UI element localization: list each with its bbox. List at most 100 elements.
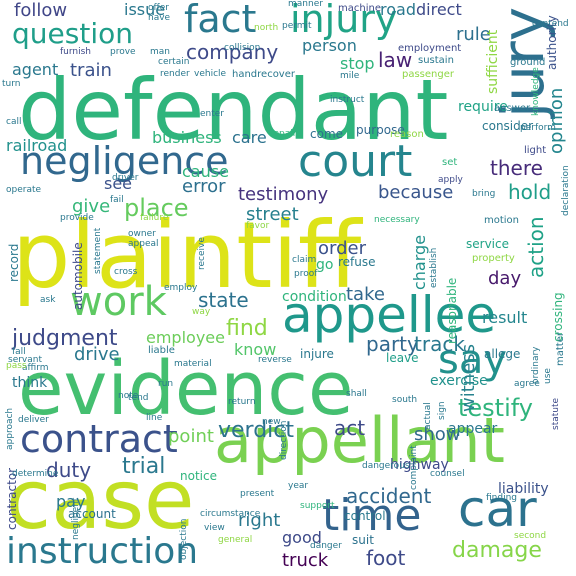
word-contract: contract xyxy=(20,417,178,461)
word-record: record xyxy=(7,243,21,282)
word-refuse: refuse xyxy=(338,255,376,269)
word-finding: finding xyxy=(486,493,518,503)
word-sufficient: sufficient xyxy=(485,29,501,94)
word-give: give xyxy=(72,196,111,217)
word-charge: charge xyxy=(410,234,429,290)
word-question: question xyxy=(12,17,133,50)
word-bring: bring xyxy=(472,189,496,199)
word-liable: liable xyxy=(148,345,175,356)
word-state: state xyxy=(198,288,249,312)
word-care: care xyxy=(232,128,267,147)
word-favor: favor xyxy=(246,221,270,231)
word-general: general xyxy=(218,535,253,545)
word-passenger: passenger xyxy=(402,69,454,80)
word-necessary: necessary xyxy=(374,215,420,225)
word-motion: motion xyxy=(484,215,520,226)
word-opinion: opinion xyxy=(546,87,567,154)
word-employ: employ xyxy=(164,283,198,293)
word-order: order xyxy=(318,238,366,259)
word-cross: cross xyxy=(114,267,138,277)
word-pay: pay xyxy=(56,492,86,511)
word-take: take xyxy=(346,284,385,305)
word-south: south xyxy=(392,395,418,405)
word-matter: matter xyxy=(555,332,566,366)
word-agent: agent xyxy=(12,60,59,79)
word-affirm: affirm xyxy=(22,363,49,373)
word-receive: receive xyxy=(197,237,207,270)
word-negligent: negligent xyxy=(71,497,81,540)
word-fall: fall xyxy=(12,347,26,357)
word-fail: fail xyxy=(110,195,124,205)
word-injure: injure xyxy=(300,347,334,361)
word-see: see xyxy=(104,174,133,193)
word-pass: pass xyxy=(6,361,27,371)
word-say: say xyxy=(438,337,508,383)
word-notice: notice xyxy=(180,469,217,483)
word-actual: actual xyxy=(423,402,433,430)
word-there: there xyxy=(490,156,543,180)
word-repair: repair xyxy=(270,129,297,139)
word-use: use xyxy=(543,368,553,384)
word-instruction: instruction xyxy=(6,531,199,572)
word-handrecover: handrecover xyxy=(232,69,295,80)
word-court: court xyxy=(298,136,413,187)
word-business: business xyxy=(152,128,222,147)
word-view: view xyxy=(204,523,225,533)
word-north: north xyxy=(254,23,279,33)
word-stop: stop xyxy=(340,54,375,73)
word-contend: contend xyxy=(532,19,569,29)
word-employment: employment xyxy=(398,43,462,54)
word-material: material xyxy=(174,359,212,369)
word-complaint: complaint xyxy=(409,445,419,490)
word-right: right xyxy=(238,510,281,531)
word-furnish: furnish xyxy=(60,47,92,57)
word-plaintiff: plaintiff xyxy=(12,202,362,309)
word-failure: failure xyxy=(140,213,169,223)
word-cause: cause xyxy=(182,162,229,181)
word-defendant: defendant xyxy=(18,61,449,159)
word-turn: turn xyxy=(2,79,21,89)
word-perform: perform xyxy=(520,123,556,133)
word-determine: determine xyxy=(12,469,59,479)
word-employee: employee xyxy=(146,328,225,347)
word-manner: manner xyxy=(288,0,323,9)
word-act: act xyxy=(334,416,366,440)
word-mile: mile xyxy=(340,71,360,81)
word-negligence: negligence xyxy=(20,139,229,183)
word-new: new xyxy=(262,417,281,427)
word-machine: machine xyxy=(338,3,381,14)
word-condition: condition xyxy=(282,289,347,305)
word-car: car xyxy=(458,480,537,538)
word-run: run xyxy=(158,379,174,389)
word-direction: direction xyxy=(279,420,289,460)
word-damage: damage xyxy=(452,538,542,563)
word-action: action xyxy=(524,216,548,278)
word-require: require xyxy=(458,99,508,115)
word-suit: suit xyxy=(352,533,374,547)
word-accident: accident xyxy=(346,484,432,508)
word-offer: offer xyxy=(148,3,169,13)
word-highway: highway xyxy=(390,457,449,473)
word-consider: consider xyxy=(482,119,534,133)
word-because: because xyxy=(378,182,454,203)
word-train: train xyxy=(70,60,112,81)
word-counsel: counsel xyxy=(430,469,465,479)
word-appeal: appeal xyxy=(128,239,159,249)
word-servant: servant xyxy=(8,355,43,365)
word-think: think xyxy=(12,375,48,391)
word-work: work xyxy=(70,279,167,325)
word-driver: driver xyxy=(112,173,139,183)
word-statute: statute xyxy=(551,397,561,430)
word-verdict: verdict xyxy=(218,418,295,443)
word-support: support xyxy=(300,501,335,511)
word-liability: liability xyxy=(498,481,549,497)
word-knowledge: knowledge xyxy=(531,67,541,116)
word-ground: ground xyxy=(510,57,546,68)
word-provide: provide xyxy=(60,213,94,223)
word-certain: certain xyxy=(158,57,190,67)
word-owner: owner xyxy=(128,229,156,239)
word-testify: testify xyxy=(458,394,533,422)
word-property: property xyxy=(472,253,515,264)
word-allege: allege xyxy=(484,347,521,361)
